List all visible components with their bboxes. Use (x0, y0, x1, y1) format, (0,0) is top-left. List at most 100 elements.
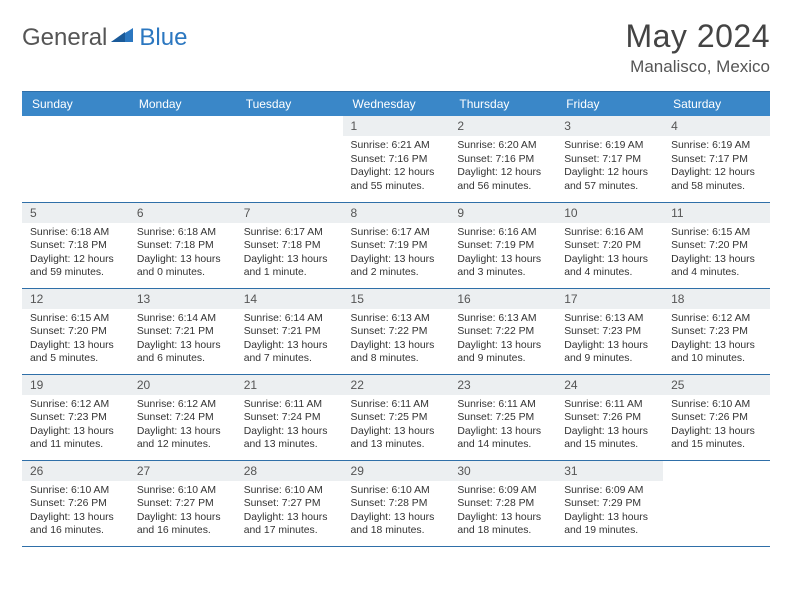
sunset-text: Sunset: 7:20 PM (564, 239, 659, 253)
calendar-cell: 26Sunrise: 6:10 AMSunset: 7:26 PMDayligh… (22, 460, 129, 546)
day-number: 20 (129, 375, 236, 395)
sunset-text: Sunset: 7:20 PM (671, 239, 766, 253)
day-info: Sunrise: 6:12 AMSunset: 7:24 PMDaylight:… (129, 395, 236, 454)
sunset-text: Sunset: 7:17 PM (671, 153, 766, 167)
sunrise-text: Sunrise: 6:11 AM (244, 398, 339, 412)
day-number: 31 (556, 461, 663, 481)
day-info: Sunrise: 6:13 AMSunset: 7:23 PMDaylight:… (556, 309, 663, 368)
daylight-text: Daylight: 13 hours and 5 minutes. (30, 339, 125, 366)
sunset-text: Sunset: 7:27 PM (244, 497, 339, 511)
calendar-cell: 14Sunrise: 6:14 AMSunset: 7:21 PMDayligh… (236, 288, 343, 374)
daylight-text: Daylight: 13 hours and 18 minutes. (351, 511, 446, 538)
day-number: 9 (449, 203, 556, 223)
daylight-text: Daylight: 13 hours and 12 minutes. (137, 425, 232, 452)
logo-mark-icon (111, 26, 135, 44)
calendar-cell: 11Sunrise: 6:15 AMSunset: 7:20 PMDayligh… (663, 202, 770, 288)
calendar-cell: 23Sunrise: 6:11 AMSunset: 7:25 PMDayligh… (449, 374, 556, 460)
calendar-cell: 3Sunrise: 6:19 AMSunset: 7:17 PMDaylight… (556, 116, 663, 202)
day-info: Sunrise: 6:18 AMSunset: 7:18 PMDaylight:… (22, 223, 129, 282)
calendar-cell: 21Sunrise: 6:11 AMSunset: 7:24 PMDayligh… (236, 374, 343, 460)
day-number: 11 (663, 203, 770, 223)
day-number: 12 (22, 289, 129, 309)
calendar-cell: 22Sunrise: 6:11 AMSunset: 7:25 PMDayligh… (343, 374, 450, 460)
calendar-cell: 6Sunrise: 6:18 AMSunset: 7:18 PMDaylight… (129, 202, 236, 288)
day-number: 1 (343, 116, 450, 136)
sunrise-text: Sunrise: 6:18 AM (30, 226, 125, 240)
day-number: 10 (556, 203, 663, 223)
daylight-text: Daylight: 13 hours and 11 minutes. (30, 425, 125, 452)
calendar-cell: 16Sunrise: 6:13 AMSunset: 7:22 PMDayligh… (449, 288, 556, 374)
sunrise-text: Sunrise: 6:10 AM (30, 484, 125, 498)
sunset-text: Sunset: 7:19 PM (351, 239, 446, 253)
day-info: Sunrise: 6:16 AMSunset: 7:19 PMDaylight:… (449, 223, 556, 282)
sunrise-text: Sunrise: 6:12 AM (137, 398, 232, 412)
calendar-cell: 24Sunrise: 6:11 AMSunset: 7:26 PMDayligh… (556, 374, 663, 460)
calendar-cell: 20Sunrise: 6:12 AMSunset: 7:24 PMDayligh… (129, 374, 236, 460)
calendar-cell (129, 116, 236, 202)
weekday-header: Saturday (663, 92, 770, 117)
day-number: 25 (663, 375, 770, 395)
sunrise-text: Sunrise: 6:15 AM (30, 312, 125, 326)
sunset-text: Sunset: 7:18 PM (244, 239, 339, 253)
calendar-row: 26Sunrise: 6:10 AMSunset: 7:26 PMDayligh… (22, 460, 770, 546)
day-number: 15 (343, 289, 450, 309)
daylight-text: Daylight: 13 hours and 19 minutes. (564, 511, 659, 538)
sunset-text: Sunset: 7:25 PM (351, 411, 446, 425)
sunset-text: Sunset: 7:27 PM (137, 497, 232, 511)
sunrise-text: Sunrise: 6:17 AM (244, 226, 339, 240)
sunset-text: Sunset: 7:28 PM (351, 497, 446, 511)
day-number: 30 (449, 461, 556, 481)
calendar-row: 12Sunrise: 6:15 AMSunset: 7:20 PMDayligh… (22, 288, 770, 374)
calendar-cell: 4Sunrise: 6:19 AMSunset: 7:17 PMDaylight… (663, 116, 770, 202)
day-info: Sunrise: 6:16 AMSunset: 7:20 PMDaylight:… (556, 223, 663, 282)
daylight-text: Daylight: 13 hours and 16 minutes. (30, 511, 125, 538)
day-info: Sunrise: 6:14 AMSunset: 7:21 PMDaylight:… (236, 309, 343, 368)
calendar-row: 19Sunrise: 6:12 AMSunset: 7:23 PMDayligh… (22, 374, 770, 460)
sunrise-text: Sunrise: 6:11 AM (351, 398, 446, 412)
calendar-cell: 12Sunrise: 6:15 AMSunset: 7:20 PMDayligh… (22, 288, 129, 374)
sunset-text: Sunset: 7:26 PM (671, 411, 766, 425)
day-info: Sunrise: 6:09 AMSunset: 7:29 PMDaylight:… (556, 481, 663, 540)
sunrise-text: Sunrise: 6:17 AM (351, 226, 446, 240)
day-number: 16 (449, 289, 556, 309)
calendar-cell: 29Sunrise: 6:10 AMSunset: 7:28 PMDayligh… (343, 460, 450, 546)
daylight-text: Daylight: 13 hours and 13 minutes. (351, 425, 446, 452)
weekday-header-row: Sunday Monday Tuesday Wednesday Thursday… (22, 92, 770, 117)
day-info: Sunrise: 6:10 AMSunset: 7:27 PMDaylight:… (236, 481, 343, 540)
weekday-header: Sunday (22, 92, 129, 117)
day-number: 21 (236, 375, 343, 395)
day-number: 13 (129, 289, 236, 309)
calendar-cell: 25Sunrise: 6:10 AMSunset: 7:26 PMDayligh… (663, 374, 770, 460)
daylight-text: Daylight: 13 hours and 9 minutes. (457, 339, 552, 366)
day-info: Sunrise: 6:10 AMSunset: 7:26 PMDaylight:… (22, 481, 129, 540)
sunrise-text: Sunrise: 6:16 AM (457, 226, 552, 240)
day-number: 2 (449, 116, 556, 136)
sunset-text: Sunset: 7:23 PM (671, 325, 766, 339)
day-number: 23 (449, 375, 556, 395)
sunrise-text: Sunrise: 6:14 AM (244, 312, 339, 326)
daylight-text: Daylight: 12 hours and 57 minutes. (564, 166, 659, 193)
calendar-cell: 28Sunrise: 6:10 AMSunset: 7:27 PMDayligh… (236, 460, 343, 546)
calendar-cell: 8Sunrise: 6:17 AMSunset: 7:19 PMDaylight… (343, 202, 450, 288)
day-info: Sunrise: 6:17 AMSunset: 7:18 PMDaylight:… (236, 223, 343, 282)
sunrise-text: Sunrise: 6:11 AM (457, 398, 552, 412)
logo-text-blue: Blue (139, 24, 187, 52)
calendar-cell: 30Sunrise: 6:09 AMSunset: 7:28 PMDayligh… (449, 460, 556, 546)
day-number: 18 (663, 289, 770, 309)
sunset-text: Sunset: 7:21 PM (244, 325, 339, 339)
sunset-text: Sunset: 7:16 PM (457, 153, 552, 167)
daylight-text: Daylight: 12 hours and 55 minutes. (351, 166, 446, 193)
calendar-cell: 1Sunrise: 6:21 AMSunset: 7:16 PMDaylight… (343, 116, 450, 202)
sunset-text: Sunset: 7:28 PM (457, 497, 552, 511)
sunrise-text: Sunrise: 6:10 AM (351, 484, 446, 498)
heading: May 2024 Manalisco, Mexico (625, 18, 770, 77)
sunrise-text: Sunrise: 6:09 AM (457, 484, 552, 498)
sunset-text: Sunset: 7:23 PM (30, 411, 125, 425)
daylight-text: Daylight: 13 hours and 15 minutes. (564, 425, 659, 452)
sunset-text: Sunset: 7:22 PM (351, 325, 446, 339)
sunrise-text: Sunrise: 6:12 AM (30, 398, 125, 412)
sunset-text: Sunset: 7:16 PM (351, 153, 446, 167)
sunset-text: Sunset: 7:26 PM (564, 411, 659, 425)
daylight-text: Daylight: 13 hours and 17 minutes. (244, 511, 339, 538)
daylight-text: Daylight: 13 hours and 4 minutes. (564, 253, 659, 280)
